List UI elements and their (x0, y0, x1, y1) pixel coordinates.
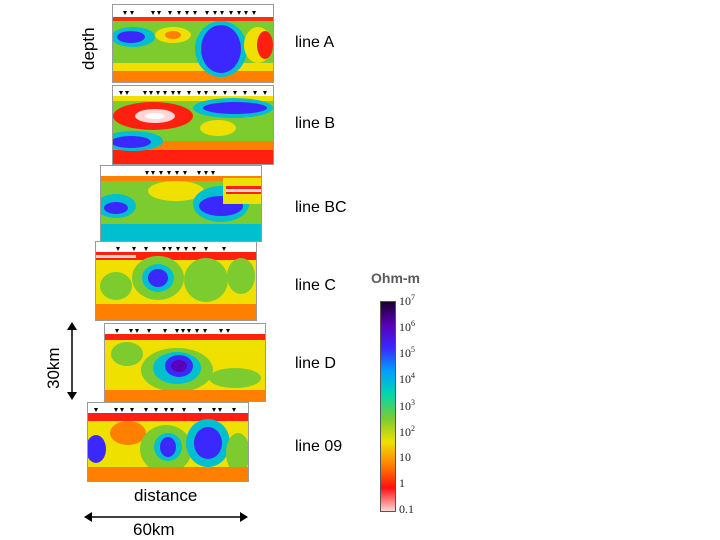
colorbar-tick-label: 106 (399, 319, 415, 335)
depth-scale-label: 30km (44, 347, 63, 389)
colorbar-tick-label: 107 (399, 293, 415, 308)
line-label-a: line A (295, 34, 335, 51)
line-label-09: line 09 (295, 438, 343, 455)
station-markers (123, 11, 256, 15)
station-markers (119, 91, 267, 95)
colorbar-tick-label: 102 (399, 423, 415, 439)
colorbar (380, 301, 396, 512)
colorbar-tick-label: 1 (399, 475, 405, 490)
depth-scale-arrow (67, 322, 77, 400)
station-markers (116, 247, 226, 251)
resistivity-section-line-b (112, 85, 274, 165)
depth-label: depth (79, 27, 98, 70)
distance-scale-label: 60km (133, 520, 175, 539)
station-markers (94, 408, 236, 412)
line-label-b: line B (295, 115, 336, 132)
colorbar-tick-label: 105 (399, 345, 415, 361)
resistivity-section-line-c (95, 241, 257, 321)
resistivity-section-line-a (112, 4, 274, 83)
distance-label: distance (134, 486, 198, 505)
station-markers (115, 329, 230, 333)
line-label-d: line D (295, 355, 336, 372)
distance-scale-arrow (84, 512, 248, 522)
colorbar-title: Ohm-m (371, 270, 420, 286)
resistivity-section-line-d (104, 323, 266, 402)
colorbar-tick-label: 10 (399, 449, 411, 464)
colorbar-tick-label: 104 (399, 371, 415, 387)
station-markers (145, 171, 215, 175)
colorbar-tick-label: 103 (399, 397, 415, 413)
line-label-bc: line BC (295, 199, 347, 216)
resistivity-section-line-bc (100, 165, 262, 242)
line-label-c: line C (295, 277, 336, 294)
resistivity-section-line-09 (87, 402, 249, 482)
colorbar-tick-label: 0.1 (399, 502, 414, 516)
